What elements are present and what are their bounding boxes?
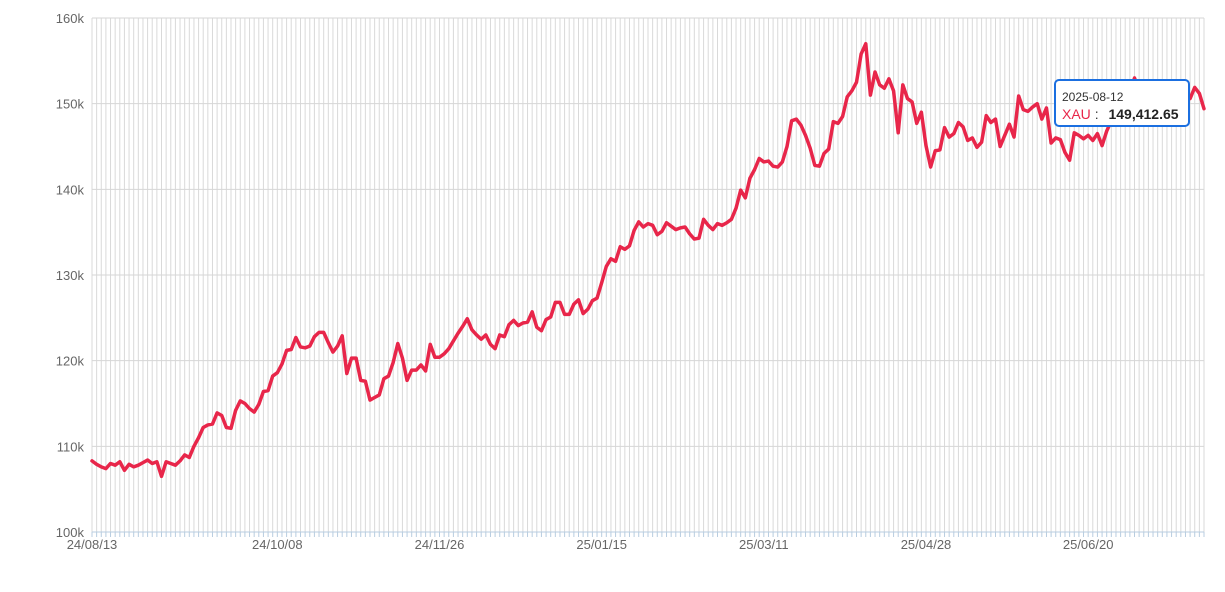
tooltip-series-name: XAU <box>1062 106 1091 122</box>
y-tick-label: 140k <box>56 182 85 197</box>
tooltip-row: XAU : 149,412.65 <box>1062 105 1188 123</box>
tooltip-value: 149,412.65 <box>1108 106 1179 122</box>
x-tick-label: 24/10/08 <box>252 537 303 552</box>
x-tick-label: 25/01/15 <box>576 537 627 552</box>
y-tick-label: 100k <box>56 525 85 540</box>
y-tick-label: 160k <box>56 11 85 26</box>
y-tick-label: 120k <box>56 354 85 369</box>
x-tick-label: 25/06/20 <box>1063 537 1114 552</box>
series-group <box>90 41 1206 479</box>
tooltip-date: 2025-08-12 <box>1062 90 1124 104</box>
y-tick-label: 150k <box>56 97 85 112</box>
y-tick-label: 130k <box>56 268 85 283</box>
tooltip: 2025-08-12 XAU : 149,412.65 <box>1054 79 1190 127</box>
series-line-xau <box>90 41 1206 479</box>
x-tick-label: 25/04/28 <box>901 537 952 552</box>
y-tick-label: 110k <box>57 439 85 454</box>
y-axis: 100k 110k 120k 130k 140k 150k 160k <box>56 11 85 540</box>
x-axis: 24/08/13 24/10/08 24/11/26 25/01/15 25/03/11… <box>67 531 1205 552</box>
tooltip-separator: : <box>1094 106 1099 122</box>
x-tick-label: 24/08/13 <box>67 537 118 552</box>
x-tick-label: 24/11/26 <box>415 537 465 552</box>
x-tick-label: 25/03/11 <box>739 537 789 552</box>
